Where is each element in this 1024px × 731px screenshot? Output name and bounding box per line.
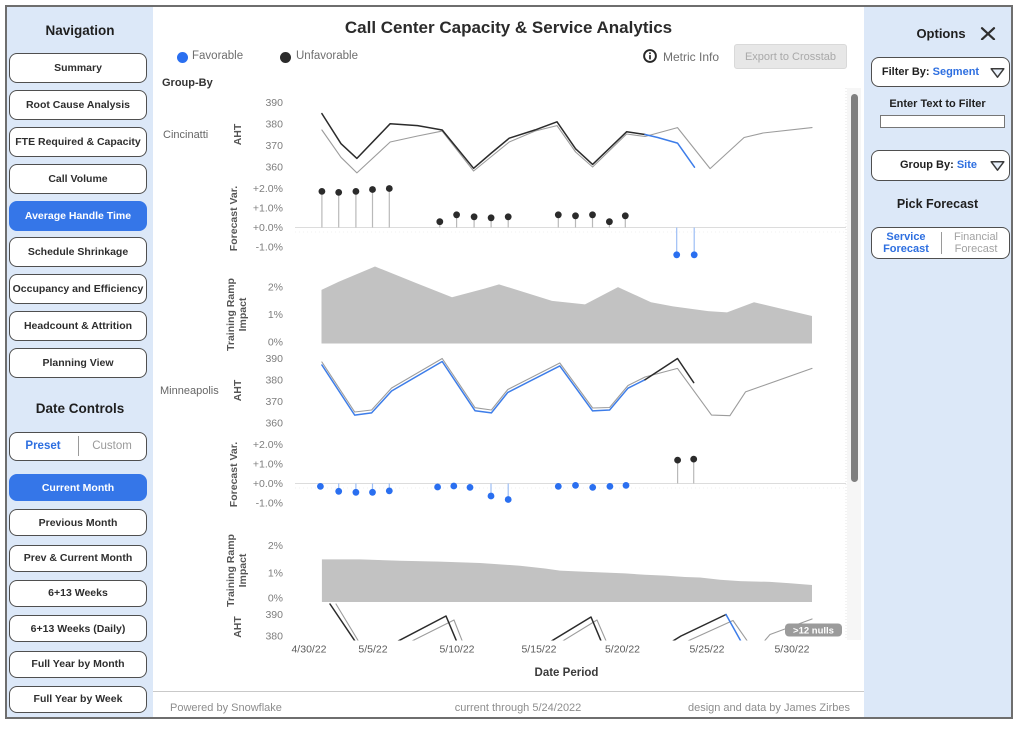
svg-text:5/20/22: 5/20/22 bbox=[605, 644, 640, 656]
svg-text:Minneapolis: Minneapolis bbox=[160, 385, 219, 397]
svg-text:2%: 2% bbox=[268, 282, 283, 294]
svg-text:390: 390 bbox=[265, 353, 283, 365]
svg-text:Forecast Var.: Forecast Var. bbox=[228, 186, 240, 251]
svg-text:0%: 0% bbox=[268, 337, 283, 349]
svg-text:390: 390 bbox=[265, 97, 283, 109]
svg-text:380: 380 bbox=[265, 631, 283, 643]
svg-text:5/30/22: 5/30/22 bbox=[774, 644, 809, 656]
svg-text:5/15/22: 5/15/22 bbox=[521, 644, 556, 656]
svg-text:360: 360 bbox=[265, 418, 283, 430]
svg-text:Date Period: Date Period bbox=[535, 667, 599, 679]
svg-text:AHT: AHT bbox=[232, 379, 244, 401]
svg-text:1%: 1% bbox=[268, 568, 283, 580]
svg-text:Training Ramp: Training Ramp bbox=[225, 534, 237, 607]
svg-text:Training Ramp: Training Ramp bbox=[225, 278, 237, 351]
svg-text:+0.0%: +0.0% bbox=[253, 478, 283, 490]
svg-text:390: 390 bbox=[265, 609, 283, 621]
svg-text:2%: 2% bbox=[268, 540, 283, 552]
svg-text:5/10/22: 5/10/22 bbox=[439, 644, 474, 656]
svg-text:>12 nulls: >12 nulls bbox=[793, 626, 834, 637]
svg-text:+1.0%: +1.0% bbox=[253, 203, 283, 215]
svg-text:-1.0%: -1.0% bbox=[256, 498, 283, 510]
svg-text:AHT: AHT bbox=[232, 123, 244, 145]
svg-text:370: 370 bbox=[265, 396, 283, 408]
svg-text:370: 370 bbox=[265, 140, 283, 152]
svg-text:4/30/22: 4/30/22 bbox=[291, 644, 326, 656]
svg-text:Cincinatti: Cincinatti bbox=[163, 129, 208, 141]
svg-text:360: 360 bbox=[265, 162, 283, 174]
svg-text:0%: 0% bbox=[268, 593, 283, 605]
svg-text:Impact: Impact bbox=[237, 553, 249, 587]
svg-text:-1.0%: -1.0% bbox=[256, 242, 283, 254]
svg-text:5/5/22: 5/5/22 bbox=[358, 644, 387, 656]
svg-text:+1.0%: +1.0% bbox=[253, 459, 283, 471]
svg-text:+0.0%: +0.0% bbox=[253, 222, 283, 234]
svg-text:Forecast Var.: Forecast Var. bbox=[228, 442, 240, 507]
svg-text:+2.0%: +2.0% bbox=[253, 439, 283, 451]
svg-text:AHT: AHT bbox=[232, 616, 244, 638]
svg-text:380: 380 bbox=[265, 375, 283, 387]
svg-text:5/25/22: 5/25/22 bbox=[689, 644, 724, 656]
svg-text:Impact: Impact bbox=[237, 297, 249, 331]
svg-text:+2.0%: +2.0% bbox=[253, 183, 283, 195]
svg-text:1%: 1% bbox=[268, 309, 283, 321]
svg-text:380: 380 bbox=[265, 119, 283, 131]
